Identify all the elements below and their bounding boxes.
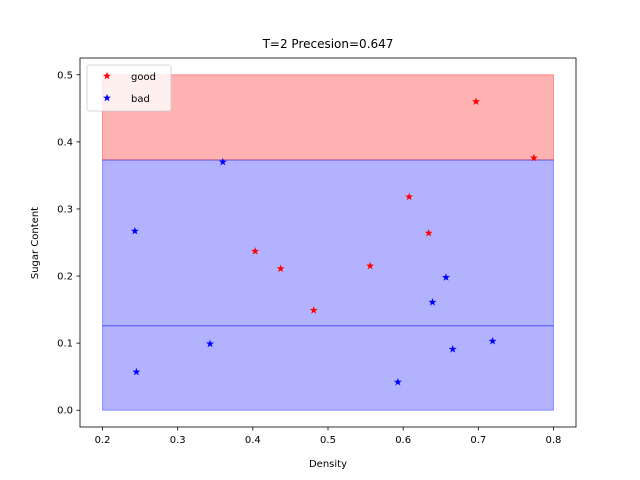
legend-marker-good <box>103 71 111 80</box>
y-tick-label: 0.2 <box>57 272 73 283</box>
y-axis-label: Sugar Content <box>30 207 41 279</box>
y-tick-label: 0.3 <box>57 204 73 215</box>
y-tick-label: 0.4 <box>57 137 73 148</box>
y-axis-ticks: 0.0 0.1 0.2 0.3 0.4 0.5 <box>57 70 80 417</box>
point-good <box>276 264 285 273</box>
decision-regions <box>102 74 554 411</box>
point-good <box>405 192 414 201</box>
legend-box <box>86 64 172 112</box>
x-tick-label: 0.7 <box>470 435 486 446</box>
x-tick-label: 0.4 <box>245 435 261 446</box>
region-good <box>102 74 554 161</box>
chart-title: T=2 Precesion=0.647 <box>262 37 394 51</box>
point-bad <box>393 377 402 386</box>
region-bad <box>102 159 554 411</box>
point-good <box>472 97 481 106</box>
x-tick-label: 0.8 <box>546 435 562 446</box>
point-bad <box>218 157 227 166</box>
point-good <box>251 247 260 255</box>
x-tick-label: 0.6 <box>395 435 411 446</box>
x-tick-label: 0.2 <box>95 435 111 446</box>
point-bad <box>206 339 215 348</box>
point-good <box>366 261 375 270</box>
legend-marker-bad <box>103 93 111 102</box>
legend-label-bad: bad <box>131 94 150 105</box>
y-tick-label: 0.1 <box>57 339 73 350</box>
x-tick-label: 0.5 <box>320 435 336 446</box>
point-bad <box>448 344 457 353</box>
x-tick-label: 0.3 <box>170 435 186 446</box>
point-bad <box>441 273 450 281</box>
x-axis-ticks: 0.2 0.3 0.4 0.5 0.6 0.7 0.8 <box>95 427 562 446</box>
legend-label-good: good <box>131 72 156 83</box>
point-bad <box>132 367 141 376</box>
point-bad <box>488 336 497 345</box>
point-good <box>309 306 318 314</box>
legend: good bad <box>86 64 172 112</box>
point-good <box>424 228 433 237</box>
point-bad <box>130 226 139 235</box>
x-axis-label: Density <box>309 459 347 470</box>
data-points <box>130 97 538 386</box>
y-tick-label: 0.0 <box>57 406 73 417</box>
point-good <box>529 153 538 162</box>
point-bad <box>428 298 437 306</box>
y-tick-label: 0.5 <box>57 70 73 81</box>
